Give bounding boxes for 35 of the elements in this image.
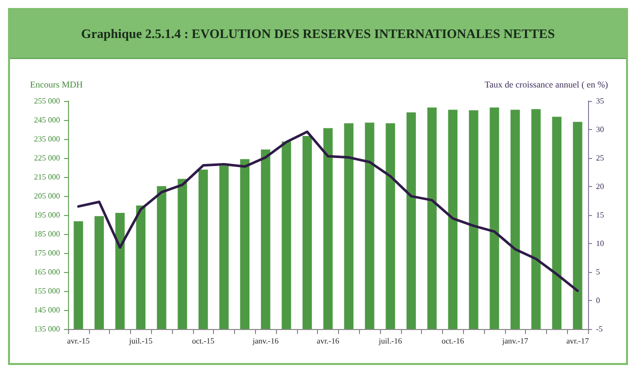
y-axis-title: Encours MDH — [30, 79, 84, 90]
y-tick-label: 135 000 — [34, 324, 60, 334]
y-tick-label: 155 000 — [34, 286, 60, 296]
x-tick-label: juil.-15 — [128, 336, 152, 346]
x-tick-label: avr.-16 — [316, 336, 340, 346]
y-tick-label: 245 000 — [34, 115, 60, 124]
y-tick-label: 195 000 — [34, 210, 60, 220]
x-tick-label: oct.-15 — [192, 336, 214, 346]
y2-tick-label: 0 — [596, 296, 600, 305]
x-tick-label: avr.-15 — [67, 336, 90, 346]
y-tick-label: 185 000 — [34, 229, 60, 238]
chart-title: Graphique 2.5.1.4 : EVOLUTION DES RESERVES INTERNATIONALES NETTES — [10, 10, 626, 59]
x-tick-label: avr.-17 — [566, 336, 589, 346]
y-tick-label: 255 000 — [34, 96, 60, 106]
y2-tick-label: 15 — [596, 210, 604, 220]
x-tick-label: janv.-17 — [501, 336, 528, 346]
x-tick-label: juil.-16 — [378, 336, 402, 346]
y2-tick-label: 30 — [596, 124, 604, 134]
line-series — [77, 130, 579, 292]
y2-tick-label: -5 — [596, 324, 603, 334]
y2-axis-title: Taux de croissance annuel ( en %) — [484, 79, 608, 90]
y2-tick-label: 35 — [596, 96, 604, 106]
y-tick-label: 215 000 — [34, 172, 60, 182]
y-tick-label: 235 000 — [34, 134, 60, 144]
y-tick-label: 205 000 — [34, 191, 60, 200]
y-tick-label: 225 000 — [34, 153, 60, 162]
x-tick-label: janv.-16 — [252, 336, 279, 346]
y2-tick-label: 10 — [596, 238, 604, 248]
y2-tick-label: 5 — [596, 267, 600, 276]
y-tick-label: 165 000 — [34, 267, 60, 276]
y-tick-label: 145 000 — [34, 305, 60, 314]
y-tick-label: 175 000 — [34, 248, 60, 258]
y2-tick-label: 20 — [596, 182, 604, 191]
x-tick-label: oct.-16 — [442, 336, 464, 346]
y2-tick-label: 25 — [596, 153, 604, 162]
